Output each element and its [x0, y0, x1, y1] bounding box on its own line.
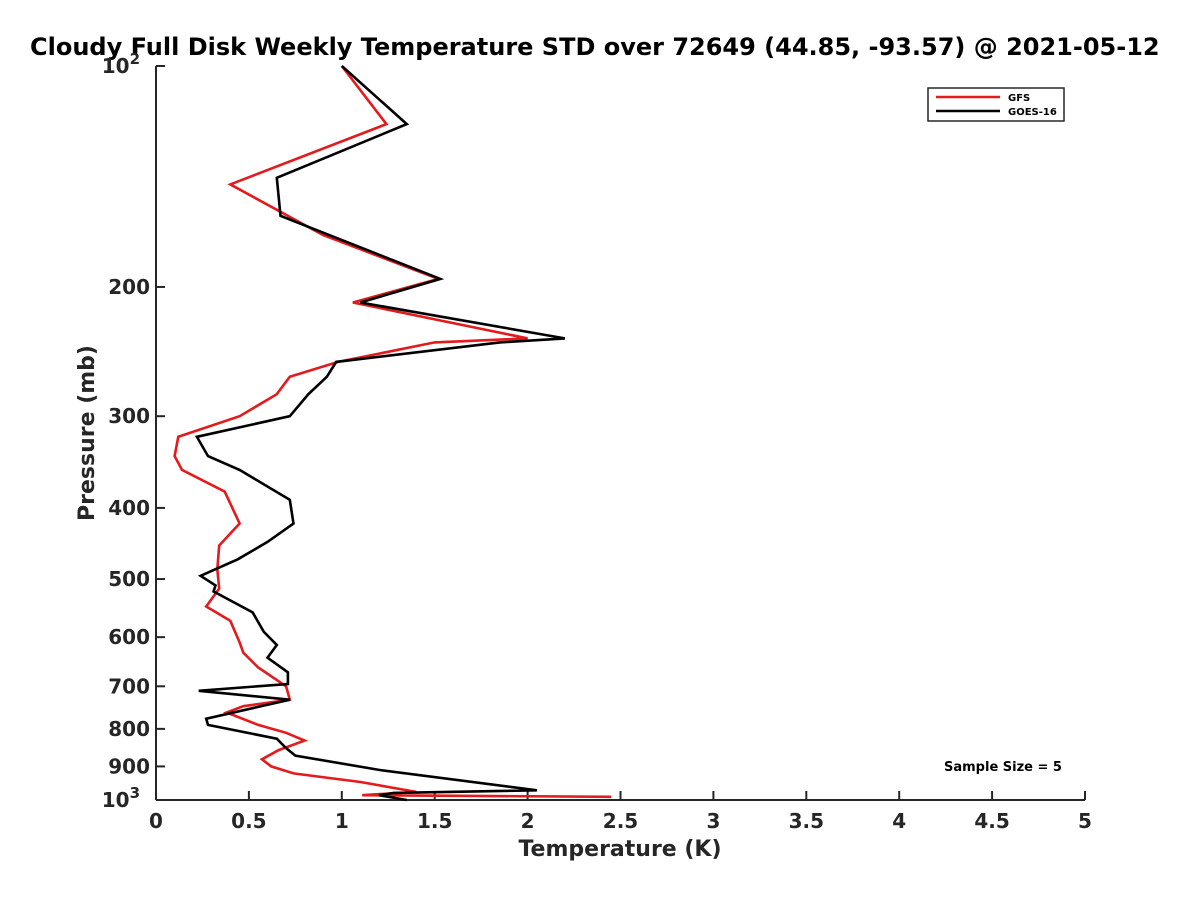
- chart-title: Cloudy Full Disk Weekly Temperature STD …: [30, 33, 1160, 61]
- y-tick-label: 300: [108, 404, 150, 428]
- x-tick-label: 0: [149, 809, 163, 833]
- y-tick-label: 102: [102, 50, 140, 78]
- y-tick-label: 700: [108, 674, 150, 698]
- x-axis-label: Temperature (K): [518, 837, 721, 862]
- y-tick-label: 800: [108, 717, 150, 741]
- y-axis-label: Pressure (mb): [75, 345, 100, 521]
- x-tick-label: 5: [1078, 809, 1092, 833]
- x-tick-label: 1.5: [417, 809, 452, 833]
- series-line-goes-16: [194, 65, 566, 802]
- legend: GFS GOES-16: [927, 87, 1065, 122]
- x-tick-label: 1: [335, 809, 349, 833]
- x-tick-label: 4: [892, 809, 906, 833]
- y-tick-label: 600: [108, 625, 150, 649]
- x-tick-label: 3: [706, 809, 720, 833]
- y-tick-label: 500: [108, 567, 150, 591]
- y-tick-label: 200: [108, 275, 150, 299]
- y-tick-label: 400: [108, 496, 150, 520]
- legend-box: [927, 87, 1065, 122]
- series-line-gfs: [173, 65, 612, 799]
- plot-area: 0 0.5 1 1.5 2 2.5 3 3.5 4 4.5 5 102 200 300 400 500 600 7…: [102, 50, 1092, 833]
- x-tick-label: 0.5: [231, 809, 266, 833]
- x-tick-label: 2: [521, 809, 535, 833]
- x-tick-label: 3.5: [789, 809, 824, 833]
- x-tick-label: 4.5: [974, 809, 1009, 833]
- y-tick-label: 900: [108, 754, 150, 778]
- x-tick-label: 2.5: [603, 809, 638, 833]
- sample-size-annotation: Sample Size = 5: [944, 760, 1062, 775]
- y-tick-label: 103: [102, 784, 140, 812]
- legend-entry: GOES-16: [1008, 107, 1057, 118]
- legend-entry: GFS: [1008, 93, 1030, 104]
